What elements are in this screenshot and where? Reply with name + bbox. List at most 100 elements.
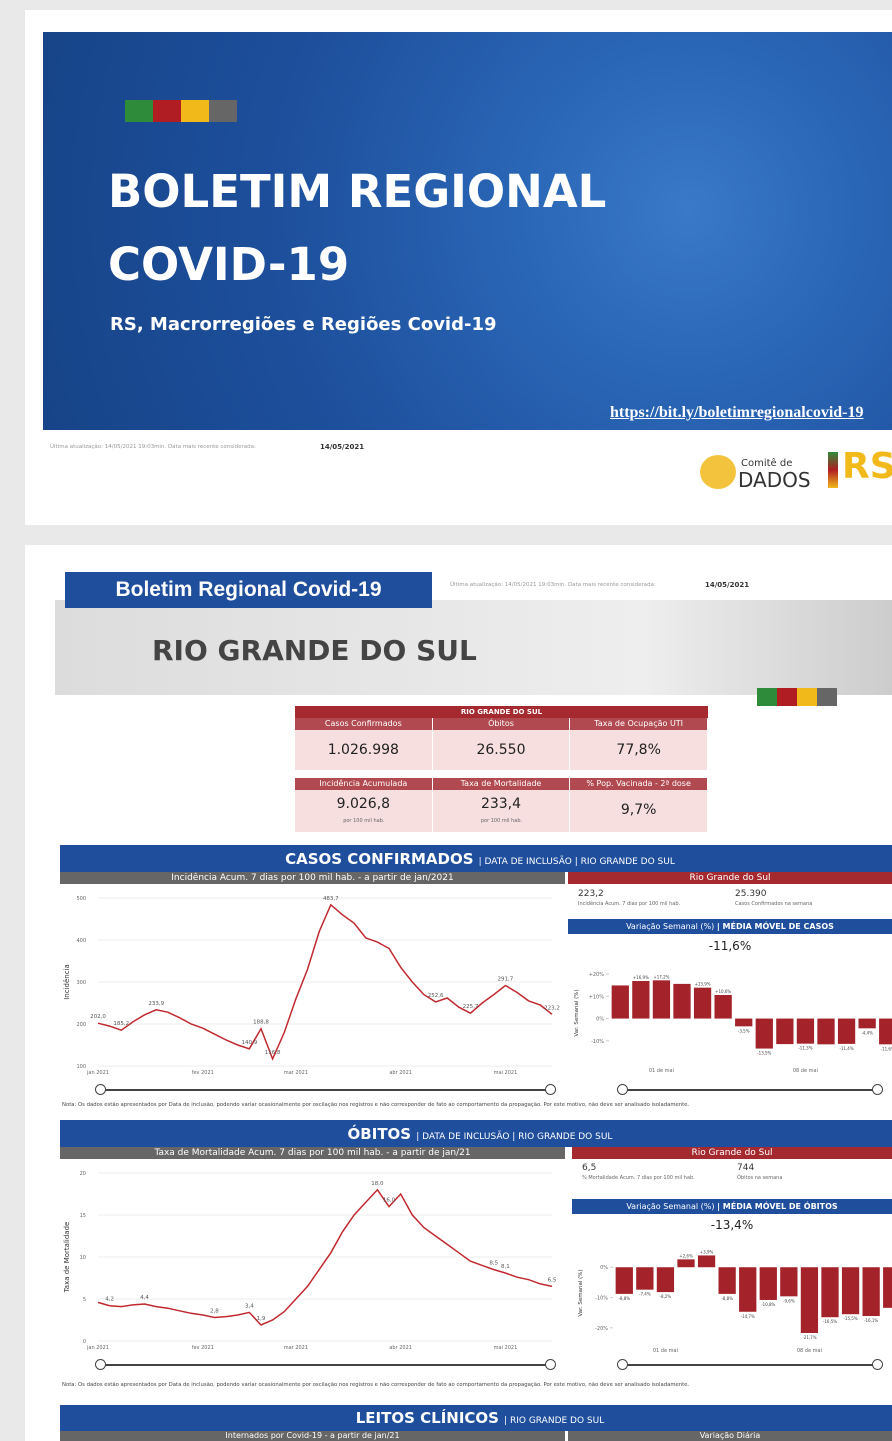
bar bbox=[673, 984, 690, 1019]
bar bbox=[653, 980, 670, 1018]
x-tick-label: 01 de mai bbox=[653, 1348, 678, 1354]
y-tick-label: +20% bbox=[589, 972, 605, 978]
flag-red bbox=[777, 688, 797, 706]
x-tick-label: fev 2021 bbox=[192, 1070, 214, 1076]
summary-cell: 1.026.998 bbox=[295, 730, 432, 770]
cover-title: BOLETIM REGIONAL bbox=[108, 165, 606, 218]
slider[interactable] bbox=[622, 1089, 882, 1091]
flag-red bbox=[153, 100, 181, 122]
bar bbox=[636, 1267, 653, 1289]
chart-title: Taxa de Mortalidade Acum. 7 dias por 100… bbox=[60, 1147, 565, 1159]
summary-note: por 100 mil hab. bbox=[433, 818, 571, 824]
y-tick-label: -10% bbox=[595, 1296, 608, 1302]
data-label: -21,7% bbox=[802, 1335, 816, 1340]
flag-yellow bbox=[181, 100, 209, 122]
updated-date: 14/05/2021 bbox=[320, 443, 364, 451]
bars-total: -11,6% bbox=[568, 939, 892, 953]
cover-link[interactable]: https://bit.ly/boletimregionalcovid-19 bbox=[610, 404, 863, 422]
bars-title: Variação Semanal (%) | MÉDIA MÓVEL DE CA… bbox=[568, 919, 892, 934]
x-tick-label: mar 2021 bbox=[284, 1070, 308, 1076]
bar bbox=[756, 1019, 773, 1049]
summary-label: Casos Confirmados bbox=[295, 718, 432, 730]
data-label: 252,6 bbox=[428, 993, 444, 999]
data-label: -16,1% bbox=[864, 1318, 878, 1323]
data-label: -13,5% bbox=[757, 1051, 771, 1056]
data-label: 116,8 bbox=[265, 1050, 281, 1056]
data-label: 8,1 bbox=[501, 1264, 510, 1270]
badge: Boletim Regional Covid-19 bbox=[65, 572, 432, 608]
kpi-value: 744 bbox=[737, 1163, 754, 1173]
slider[interactable] bbox=[622, 1364, 882, 1366]
data-label: 233,9 bbox=[148, 1001, 164, 1007]
y-tick-label: 500 bbox=[76, 896, 86, 902]
logo-text: DADOS bbox=[738, 468, 811, 492]
logo-rs-flag bbox=[828, 452, 838, 488]
summary-cell: 77,8% bbox=[570, 730, 707, 770]
y-tick-label: 0% bbox=[600, 1265, 608, 1271]
slider-handle[interactable] bbox=[617, 1359, 628, 1370]
slider-handle[interactable] bbox=[545, 1359, 556, 1370]
x-tick-label: mar 2021 bbox=[284, 1345, 308, 1351]
bar bbox=[698, 1255, 715, 1267]
slider-handle[interactable] bbox=[95, 1084, 106, 1095]
flag-green bbox=[125, 100, 153, 122]
bar bbox=[859, 1019, 876, 1029]
bar bbox=[719, 1267, 736, 1294]
panel-title: Variação Diária bbox=[568, 1431, 892, 1441]
slider-handle[interactable] bbox=[545, 1084, 556, 1095]
data-label: -11,4% bbox=[839, 1046, 853, 1051]
slider-handle[interactable] bbox=[872, 1084, 883, 1095]
y-tick-label: -20% bbox=[595, 1326, 608, 1332]
slider-handle[interactable] bbox=[617, 1084, 628, 1095]
bars-total: -13,4% bbox=[572, 1218, 892, 1232]
bar-chart: Var. Semanal (%)+20%+10%0%-10%+16,9%+17,… bbox=[568, 955, 892, 1080]
page: BOLETIM REGIONAL COVID-19 RS, Macrorregi… bbox=[0, 0, 892, 1441]
bar bbox=[797, 1019, 814, 1044]
bars-title: | MÉDIA MÓVEL DE CASOS bbox=[717, 922, 834, 931]
data-label: 185,2 bbox=[113, 1021, 129, 1027]
bar bbox=[735, 1019, 752, 1027]
y-axis-label: Incidência bbox=[63, 964, 71, 1000]
bar-chart: Var. Semanal (%)0%-10%-20%-8,8%-7,4%-8,2… bbox=[572, 1235, 892, 1360]
bar bbox=[760, 1267, 777, 1300]
slider-handle[interactable] bbox=[872, 1359, 883, 1370]
x-tick-label: 08 de mai bbox=[793, 1068, 818, 1074]
x-tick-label: 08 de mai bbox=[797, 1348, 822, 1354]
data-label: -8,2% bbox=[660, 1294, 672, 1299]
bar bbox=[677, 1259, 694, 1267]
section-title: LEITOS CLÍNICOS bbox=[356, 1409, 499, 1427]
summary-label: Incidência Acumulada bbox=[295, 778, 432, 790]
line-chart: Incidência100200300400500jan 2021fev 202… bbox=[60, 884, 565, 1084]
data-label: -4,4% bbox=[861, 1030, 873, 1035]
section-suffix: | DATA DE INCLUSÃO | RIO GRANDE DO SUL bbox=[479, 857, 675, 867]
bar bbox=[863, 1267, 880, 1316]
data-label: +17,2% bbox=[653, 974, 669, 979]
bar bbox=[694, 988, 711, 1019]
y-tick-label: 10 bbox=[80, 1255, 86, 1261]
x-tick-label: abr 2021 bbox=[389, 1345, 412, 1351]
updated-note: Última atualização: 14/05/2021 19:03min.… bbox=[50, 444, 256, 450]
data-label: 225,7 bbox=[463, 1004, 479, 1010]
x-tick-label: fev 2021 bbox=[192, 1345, 214, 1351]
slider[interactable] bbox=[100, 1089, 550, 1091]
bar bbox=[776, 1019, 793, 1045]
data-label: 6,5 bbox=[548, 1277, 557, 1283]
data-label: -11,3% bbox=[798, 1046, 812, 1051]
data-label: 1,9 bbox=[257, 1316, 266, 1322]
y-axis-label: Var. Semanal (%) bbox=[578, 1269, 584, 1316]
slider[interactable] bbox=[100, 1364, 550, 1366]
y-tick-label: 0 bbox=[83, 1339, 86, 1345]
section-header: CASOS CONFIRMADOS | DATA DE INCLUSÃO | R… bbox=[60, 845, 892, 872]
data-label: +13,9% bbox=[695, 982, 711, 987]
summary-cell: 233,4 bbox=[433, 790, 570, 832]
region-title: RIO GRANDE DO SUL bbox=[152, 634, 477, 667]
bar bbox=[838, 1019, 855, 1044]
bar bbox=[780, 1267, 797, 1296]
bar bbox=[632, 981, 649, 1019]
data-label: 202,0 bbox=[90, 1014, 106, 1020]
section-title: ÓBITOS bbox=[348, 1125, 412, 1143]
bars-title: | MÉDIA MÓVEL DE ÓBITOS bbox=[717, 1202, 838, 1211]
slider-handle[interactable] bbox=[95, 1359, 106, 1370]
kpi-label: % Mortalidade Acum. 7 dias por 100 mil h… bbox=[582, 1175, 695, 1181]
logo-icon bbox=[700, 455, 736, 489]
